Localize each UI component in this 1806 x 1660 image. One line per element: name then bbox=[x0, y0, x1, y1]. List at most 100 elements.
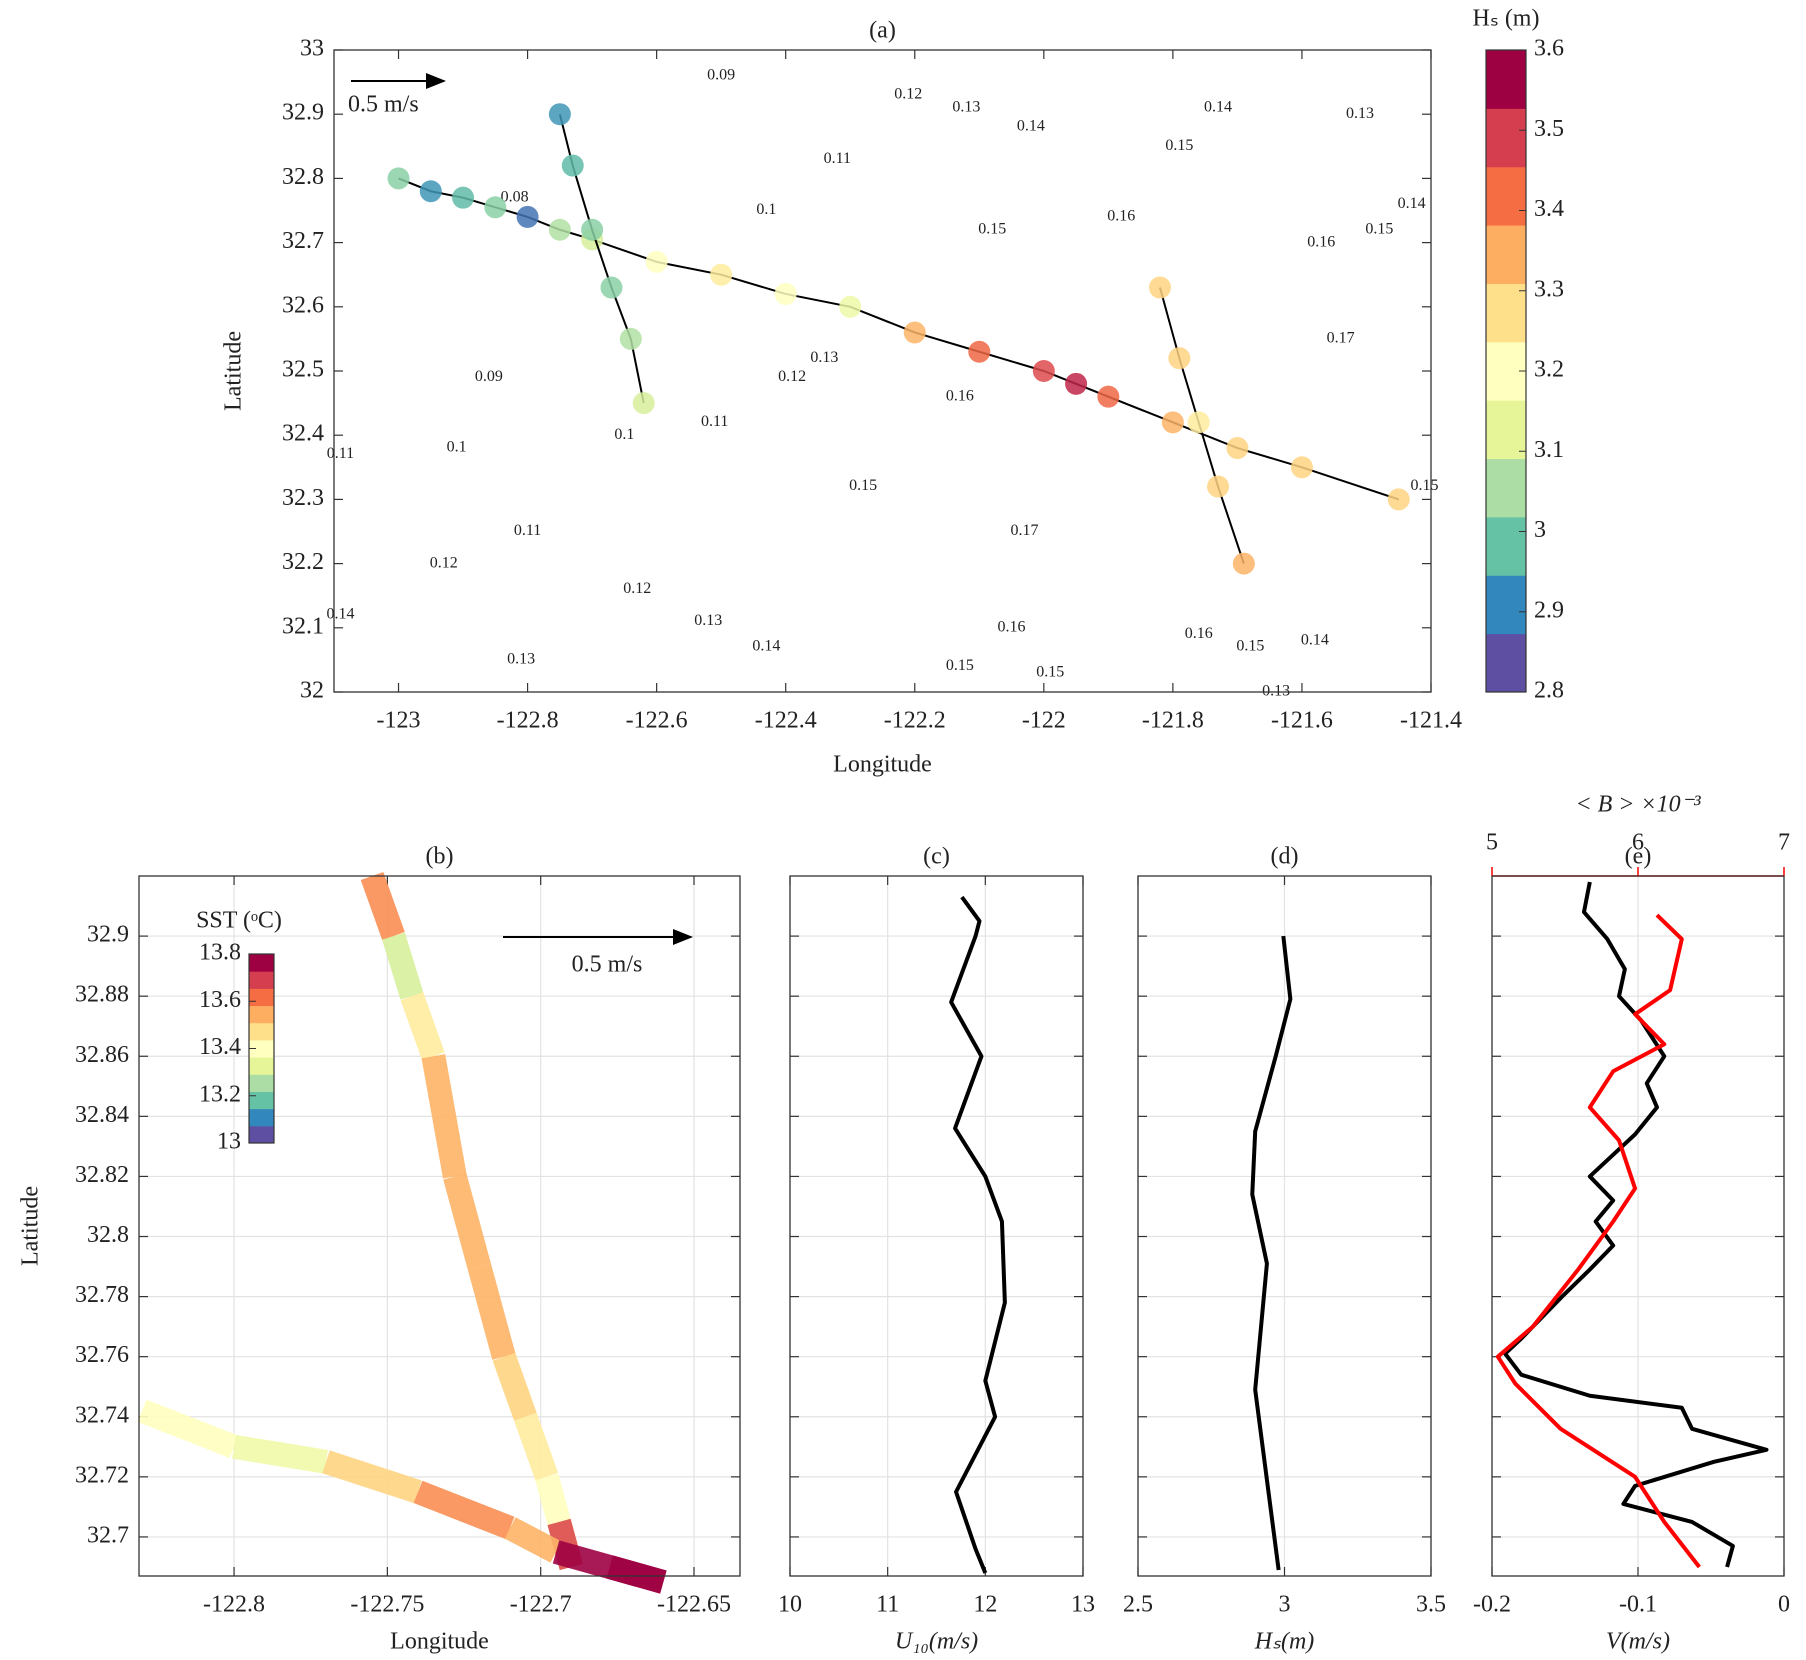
track-point bbox=[1148, 276, 1171, 299]
track-segment bbox=[421, 1054, 467, 1179]
y-tick-label: 32.9 bbox=[87, 922, 129, 948]
x-tick-label: -122.4 bbox=[755, 708, 817, 734]
colorbar-tick-label: 3 bbox=[1534, 517, 1546, 543]
contour-label: 0.13 bbox=[694, 612, 722, 629]
track-segment bbox=[606, 1555, 667, 1594]
contour-label: 0.17 bbox=[1010, 522, 1038, 539]
x-tick-label: 11 bbox=[876, 1592, 899, 1618]
x-tick-label: -0.2 bbox=[1473, 1592, 1511, 1618]
colorbar-tick-label: 2.8 bbox=[1534, 678, 1564, 704]
track-point bbox=[387, 167, 410, 190]
scale-arrow-label: 0.5 m/s bbox=[572, 952, 643, 978]
contour-label: 0.12 bbox=[430, 554, 458, 571]
contour-label: 0.15 bbox=[1411, 477, 1439, 494]
colorbar-swatch bbox=[1486, 283, 1526, 343]
contour-label: 0.13 bbox=[507, 651, 535, 668]
contour-label: 0.15 bbox=[1165, 137, 1193, 154]
y-tick-label: 32.78 bbox=[75, 1282, 129, 1308]
axes-frame bbox=[138, 875, 741, 1577]
track-point bbox=[1161, 411, 1184, 434]
panel-title: (e) bbox=[1625, 844, 1652, 870]
track-point bbox=[710, 263, 733, 286]
panel: 2.5 3 3.5 (d) Hₛ(m) bbox=[1123, 844, 1446, 1655]
track-point bbox=[839, 295, 862, 318]
track-point bbox=[1226, 437, 1249, 460]
colorbar-swatch bbox=[249, 1005, 274, 1024]
plot-area bbox=[334, 50, 1431, 692]
track-segment bbox=[504, 1517, 562, 1563]
contour-label: 0.14 bbox=[1301, 631, 1329, 648]
track-segment bbox=[360, 871, 405, 941]
x2-tick-label: 7 bbox=[1778, 830, 1790, 856]
x-tick-label: -122.8 bbox=[497, 708, 559, 734]
plot-area bbox=[790, 876, 1083, 1576]
colorbar-tick-label: 3.6 bbox=[1534, 36, 1564, 62]
x-tick-label: -122 bbox=[1022, 708, 1066, 734]
contour-label: 0.14 bbox=[326, 606, 354, 623]
y-tick-label: 32.8 bbox=[282, 164, 324, 190]
contour-label: 0.11 bbox=[327, 445, 354, 462]
x-tick-label: -122.75 bbox=[350, 1592, 424, 1618]
track-point bbox=[1207, 475, 1230, 498]
y-tick-label: 32.3 bbox=[282, 485, 324, 511]
contour-label: 0.15 bbox=[1236, 638, 1264, 655]
track-segment bbox=[400, 992, 445, 1061]
track-point bbox=[600, 276, 623, 299]
axes-frame bbox=[333, 49, 1432, 693]
x-tick-label: 13 bbox=[1071, 1592, 1095, 1618]
x-axis-label: Longitude bbox=[390, 1629, 489, 1655]
contour-label: 0.16 bbox=[998, 618, 1026, 635]
track-point bbox=[548, 218, 571, 241]
axes-frame bbox=[1137, 875, 1432, 1577]
contour-label: 0.14 bbox=[752, 638, 780, 655]
colorbar-tick-label: 3.4 bbox=[1534, 196, 1564, 222]
y-tick-label: 32.1 bbox=[282, 613, 324, 639]
y-axis-label: Latitude bbox=[18, 1186, 44, 1266]
colorbar-swatch bbox=[1486, 400, 1526, 460]
track-point bbox=[419, 180, 442, 203]
track-segment bbox=[382, 932, 424, 1000]
contour-label: 0.14 bbox=[1017, 118, 1045, 135]
track-point bbox=[632, 392, 655, 415]
y-tick-label: 32.76 bbox=[75, 1342, 129, 1368]
track-point bbox=[968, 340, 991, 363]
y-tick-label: 32.88 bbox=[75, 982, 129, 1008]
panel: -0.2 -0.1 0 (e) V(m/s) 5 6 7 < B > ×10⁻³ bbox=[1473, 792, 1790, 1655]
x-tick-label: 0 bbox=[1778, 1592, 1790, 1618]
colorbar-title: Hₛ (m) bbox=[1473, 6, 1540, 32]
track-segment bbox=[232, 1434, 328, 1474]
contour-label: 0.12 bbox=[778, 368, 806, 385]
contour-label: 0.15 bbox=[946, 657, 974, 674]
track-point bbox=[1290, 456, 1313, 479]
colorbar-tick-label: 3.3 bbox=[1534, 276, 1564, 302]
x-tick-label: -122.8 bbox=[203, 1592, 265, 1618]
contour-label: 0.11 bbox=[824, 150, 851, 167]
x-tick-label: 2.5 bbox=[1123, 1592, 1153, 1618]
contour-label: 0.11 bbox=[514, 522, 541, 539]
x-tick-label: -123 bbox=[377, 708, 421, 734]
y-tick-label: 32 bbox=[300, 678, 324, 704]
colorbar-swatch bbox=[249, 1074, 274, 1092]
track-point bbox=[1187, 411, 1210, 434]
colorbar-tick-label: 13.2 bbox=[199, 1081, 241, 1107]
colorbar-swatch bbox=[1486, 575, 1526, 635]
panel: -122.8 -122.75 -122.7 -122.65 32.7 32.72 32.74… bbox=[18, 844, 741, 1655]
contour-label: 0.09 bbox=[707, 66, 735, 83]
y-tick-label: 32.72 bbox=[75, 1462, 129, 1488]
colorbar-swatch bbox=[249, 954, 274, 972]
y-tick-label: 32.7 bbox=[87, 1522, 129, 1548]
contour-label: 0.09 bbox=[475, 368, 503, 385]
colorbar-swatch bbox=[1486, 166, 1526, 226]
data-line bbox=[1250, 935, 1293, 1571]
track-point bbox=[1097, 385, 1120, 408]
y-tick-label: 32.2 bbox=[282, 549, 324, 575]
data-line bbox=[1495, 913, 1701, 1569]
track-point bbox=[484, 196, 507, 219]
contour-label: 0.16 bbox=[946, 387, 974, 404]
y-tick-label: 32.4 bbox=[282, 421, 324, 447]
track-segment bbox=[467, 1263, 516, 1360]
x-tick-label: 3 bbox=[1279, 1592, 1291, 1618]
x-tick-label: -121.6 bbox=[1271, 708, 1333, 734]
colorbar-swatch bbox=[249, 1039, 274, 1058]
